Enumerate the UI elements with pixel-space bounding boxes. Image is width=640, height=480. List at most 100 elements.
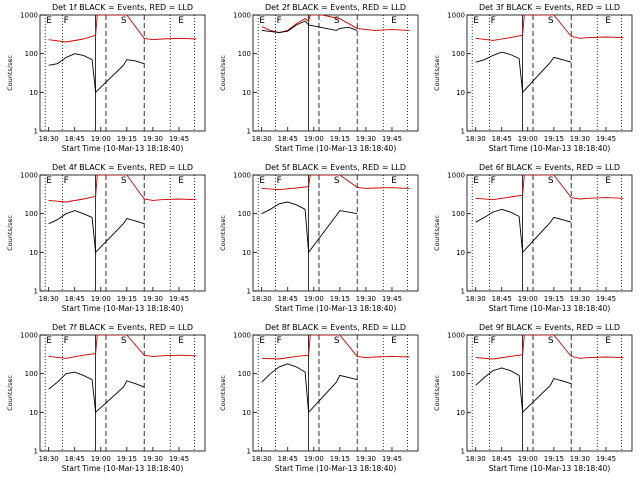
plot-frame [39, 174, 206, 292]
plot-frame [252, 14, 419, 132]
phase-marker-label: E [178, 16, 184, 26]
y-tick-label: 100 [25, 370, 38, 378]
x-tick-label: 19:30 [356, 455, 376, 463]
x-tick-label: 19:00 [304, 135, 324, 143]
plot-frame [466, 174, 633, 292]
x-tick-label: 18:30 [252, 295, 272, 303]
x-tick-label: 18:45 [65, 455, 85, 463]
series-events-black [48, 371, 145, 414]
phase-marker-label: E [178, 336, 184, 346]
x-tick-label: 19:15 [117, 295, 137, 303]
plot-frame [252, 174, 419, 292]
x-tick-label: 19:45 [382, 295, 402, 303]
y-tick-label: 1000 [234, 332, 252, 340]
y-tick-label: 100 [451, 370, 464, 378]
y-tick-label: 10 [29, 409, 38, 417]
x-tick-label: 19:00 [517, 135, 537, 143]
series-events-black [48, 53, 145, 94]
x-tick-label: 18:45 [491, 295, 511, 303]
x-tick-label: 19:30 [143, 295, 163, 303]
phase-marker-label: E [392, 176, 398, 186]
y-tick-label: 10 [29, 89, 38, 97]
x-tick-label: 18:45 [65, 135, 85, 143]
phase-marker-label: S [334, 336, 340, 346]
y-tick-label: 10 [29, 249, 38, 257]
y-tick-label: 1 [247, 128, 251, 136]
x-tick-label: 19:00 [91, 295, 111, 303]
y-tick-label: 1 [34, 128, 38, 136]
x-tick-label: 18:30 [465, 135, 485, 143]
x-tick-label: 18:30 [465, 455, 485, 463]
chart-det-7: Det 7f BLACK = Events, RED = LLD 1 10 100 10… [6, 323, 206, 473]
phase-marker-label: E [260, 336, 266, 346]
x-tick-label: 18:30 [252, 135, 272, 143]
x-tick-label: 19:45 [596, 295, 616, 303]
chart-title: Det 6f BLACK = Events, RED = LLD [479, 163, 620, 172]
phase-marker-label: S [548, 176, 554, 186]
y-tick-label: 1 [460, 288, 464, 296]
y-tick-label: 1000 [447, 332, 465, 340]
y-axis-label: Counts/sec [6, 375, 14, 411]
y-tick-label: 10 [242, 409, 251, 417]
x-tick-label: 19:15 [543, 455, 563, 463]
y-tick-label: 1000 [20, 172, 38, 180]
y-tick-label: 100 [451, 210, 464, 218]
y-tick-label: 10 [456, 409, 465, 417]
series-lld-red [48, 335, 197, 359]
x-tick-label: 19:45 [169, 135, 189, 143]
plot-frame [39, 334, 206, 452]
x-axis-label: Start Time (10-Mar-13 18:18:40) [488, 464, 610, 473]
x-axis-label: Start Time (10-Mar-13 18:18:40) [275, 304, 397, 313]
phase-marker-label: E [46, 16, 52, 26]
x-tick-label: 19:15 [117, 455, 137, 463]
y-tick-label: 1000 [20, 12, 38, 20]
y-tick-label: 1 [247, 288, 251, 296]
x-tick-label: 19:15 [117, 135, 137, 143]
chart-det-3: Det 3f BLACK = Events, RED = LLD 1 10 100 10… [433, 3, 633, 153]
y-tick-label: 10 [456, 89, 465, 97]
x-axis-label: Start Time (10-Mar-13 18:18:40) [488, 144, 610, 153]
series-lld-red [475, 175, 623, 201]
chart-title: Det 7f BLACK = Events, RED = LLD [52, 323, 193, 332]
chart-det-8: Det 8f BLACK = Events, RED = LLD 1 10 100 10… [219, 323, 419, 473]
x-tick-label: 18:45 [491, 455, 511, 463]
x-axis-label: Start Time (10-Mar-13 18:18:40) [62, 464, 184, 473]
x-tick-label: 18:30 [465, 295, 485, 303]
y-tick-label: 1000 [20, 332, 38, 340]
x-tick-label: 18:30 [39, 295, 59, 303]
y-tick-label: 100 [451, 50, 464, 58]
y-axis-label: Counts/sec [6, 55, 14, 91]
y-tick-label: 1000 [447, 172, 465, 180]
x-tick-label: 19:00 [517, 295, 537, 303]
series-lld-red [48, 175, 197, 203]
y-tick-label: 100 [25, 50, 38, 58]
phase-marker-label: S [121, 336, 127, 346]
phase-marker-label: F [277, 16, 282, 26]
x-axis-label: Start Time (10-Mar-13 18:18:40) [62, 304, 184, 313]
x-tick-label: 19:00 [91, 135, 111, 143]
phase-marker-label: S [548, 336, 554, 346]
phase-marker-label: S [121, 176, 127, 186]
phase-marker-label: E [392, 16, 398, 26]
chart-title: Det 8f BLACK = Events, RED = LLD [265, 323, 406, 332]
phase-marker-label: E [605, 176, 611, 186]
series-events-black [261, 201, 358, 254]
x-axis-label: Start Time (10-Mar-13 18:18:40) [488, 304, 610, 313]
chart-title: Det 9f BLACK = Events, RED = LLD [479, 323, 620, 332]
y-tick-label: 100 [238, 370, 251, 378]
series-lld-red [261, 175, 410, 191]
x-tick-label: 18:45 [278, 295, 298, 303]
y-tick-label: 100 [25, 210, 38, 218]
y-axis-label: Counts/sec [219, 215, 227, 251]
x-axis-label: Start Time (10-Mar-13 18:18:40) [275, 464, 397, 473]
chart-title: Det 2f BLACK = Events, RED = LLD [265, 3, 406, 12]
series-events-black [48, 210, 145, 254]
phase-marker-label: S [334, 176, 340, 186]
series-lld-red [48, 15, 197, 43]
x-tick-label: 19:15 [543, 135, 563, 143]
phase-marker-label: F [490, 176, 495, 186]
x-tick-label: 19:45 [382, 455, 402, 463]
phase-marker-label: E [178, 176, 184, 186]
x-tick-label: 19:45 [596, 455, 616, 463]
x-axis-label: Start Time (10-Mar-13 18:18:40) [275, 144, 397, 153]
